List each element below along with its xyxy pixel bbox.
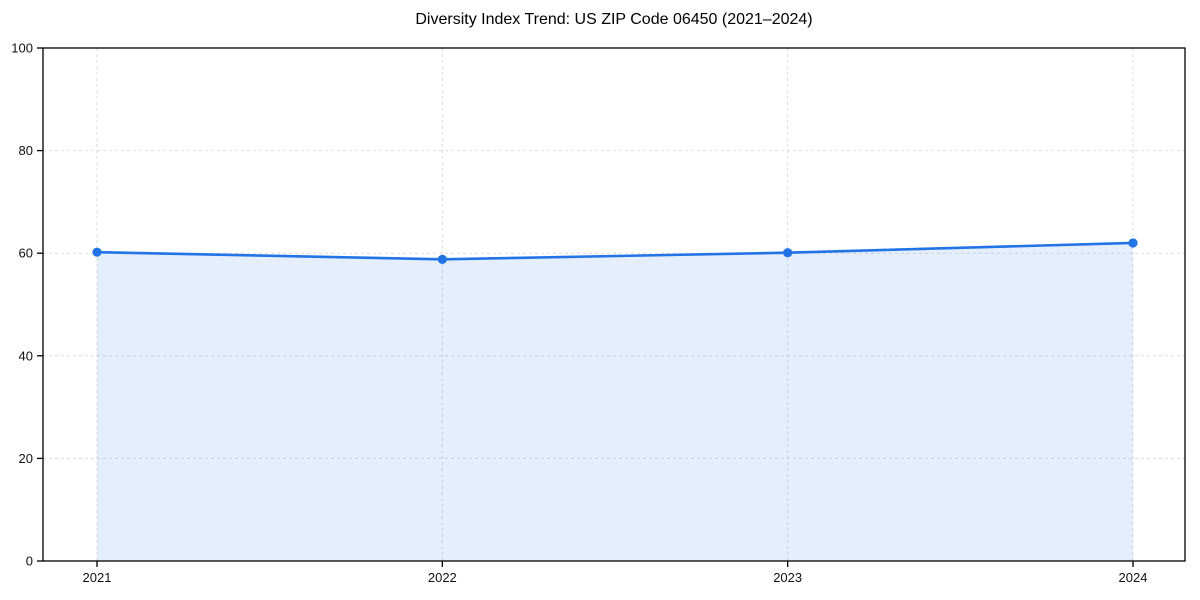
- y-tick-label: 0: [26, 554, 33, 569]
- y-tick-label: 20: [19, 451, 33, 466]
- x-tick-label: 2024: [1119, 570, 1148, 585]
- x-tick-label: 2023: [773, 570, 802, 585]
- x-tick-label: 2021: [83, 570, 112, 585]
- area-fill: [97, 242, 1133, 561]
- y-tick-label: 60: [19, 246, 33, 261]
- y-tick-label: 80: [19, 143, 33, 158]
- plot-frame: [42, 47, 1186, 562]
- chart-title: Diversity Index Trend: US ZIP Code 06450…: [415, 11, 813, 28]
- trend-line: [95, 241, 1135, 261]
- data-point-marker: [1128, 238, 1138, 248]
- data-point-marker: [437, 254, 447, 264]
- data-point-marker: [783, 248, 793, 258]
- y-tick-label: 40: [19, 348, 33, 363]
- y-tick-label: 100: [11, 41, 33, 56]
- x-tick-label: 2022: [428, 570, 457, 585]
- data-point-marker: [92, 247, 102, 257]
